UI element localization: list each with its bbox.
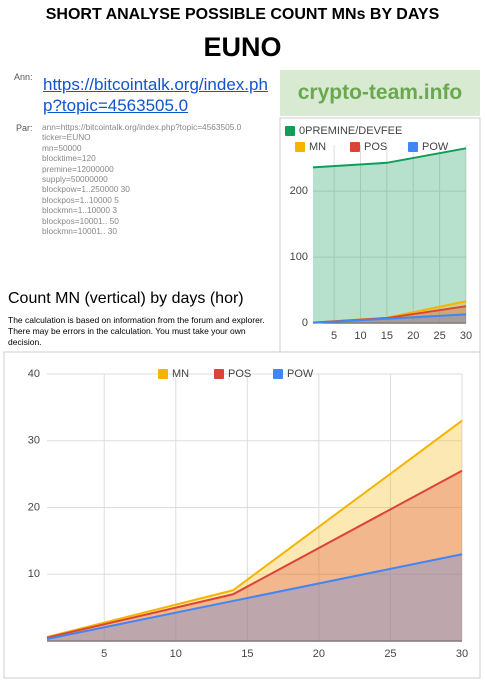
line (46, 469, 463, 639)
y-tick-label: 20 (28, 501, 40, 513)
param-line: supply=50000000 (42, 174, 108, 185)
ticker: EUNO (203, 32, 282, 62)
x-tick-label: 25 (384, 648, 396, 660)
legend-swatch (408, 142, 418, 152)
brand: crypto-team.info (280, 70, 480, 116)
title: SHORT ANALYSE POSSIBLE COUNT MNs BY DAYS (45, 6, 440, 23)
param-line: ann=https://bitcointalk.org/index.php?to… (42, 122, 242, 132)
legend-swatch (214, 369, 224, 379)
legend-label: MN (309, 141, 326, 153)
line (46, 419, 463, 638)
area (47, 470, 462, 641)
x-tick-label: 30 (460, 330, 472, 342)
chart-box (279, 117, 481, 353)
x-tick-label: 5 (101, 648, 107, 660)
area (313, 306, 466, 323)
legend-label: 0PREMINE/DEVFEE (299, 125, 402, 137)
x-tick-label: 30 (456, 648, 468, 660)
area (47, 420, 462, 641)
param-line: premine=12000000 (42, 163, 114, 174)
y-tick-label: 30 (28, 435, 40, 447)
x-tick-label: 15 (381, 330, 393, 342)
ann-link[interactable]: https://bitcointalk.org/index.php?topic=… (43, 75, 268, 115)
param-line: blockpow=1..250000 30 (42, 184, 130, 195)
line (46, 553, 463, 640)
x-tick-label: 5 (331, 330, 337, 342)
param-line: ticker=EUNO (42, 132, 91, 143)
y-tick-label: 100 (290, 251, 308, 263)
x-tick-label: 25 (433, 330, 445, 342)
area (313, 148, 466, 323)
section-title: Count MN (vertical) by days (hor) (8, 290, 244, 307)
param-line: blockmn=1..10000 3 (42, 205, 117, 216)
legend-swatch (158, 369, 168, 379)
y-tick-label: 40 (28, 368, 40, 380)
legend-label: MN (172, 368, 189, 380)
legend-swatch (285, 126, 295, 136)
param-line: blockpos=1..10000 5 (42, 194, 119, 205)
param-line: blockpos=10001.. 50 (42, 215, 119, 226)
x-tick-label: 15 (241, 648, 253, 660)
y-tick-label: 200 (290, 185, 308, 197)
legend-label: POS (364, 141, 387, 153)
param-line: blockmn=10001.. 30 (42, 226, 117, 237)
chart-box (3, 351, 481, 679)
ann-label: Ann: (14, 72, 33, 82)
legend-label: POW (422, 141, 449, 153)
disclaimer: The calculation is based on information … (8, 315, 265, 347)
area (313, 301, 466, 323)
legend-swatch (295, 142, 305, 152)
par-label: Par: (16, 123, 33, 133)
param-line: blocktime=120 (42, 153, 96, 164)
y-tick-label: 0 (302, 317, 308, 329)
param-line: mn=50000 (42, 142, 82, 153)
legend-swatch (273, 369, 283, 379)
x-tick-label: 20 (407, 330, 419, 342)
y-tick-label: 10 (28, 568, 40, 580)
line (312, 313, 467, 324)
legend-label: POS (228, 368, 251, 380)
x-tick-label: 10 (354, 330, 366, 342)
params: ann=https://bitcointalk.org/index.php?to… (42, 122, 241, 236)
line (312, 147, 467, 169)
legend-swatch (350, 142, 360, 152)
x-tick-label: 20 (313, 648, 325, 660)
legend-label: POW (287, 368, 314, 380)
x-tick-label: 10 (170, 648, 182, 660)
